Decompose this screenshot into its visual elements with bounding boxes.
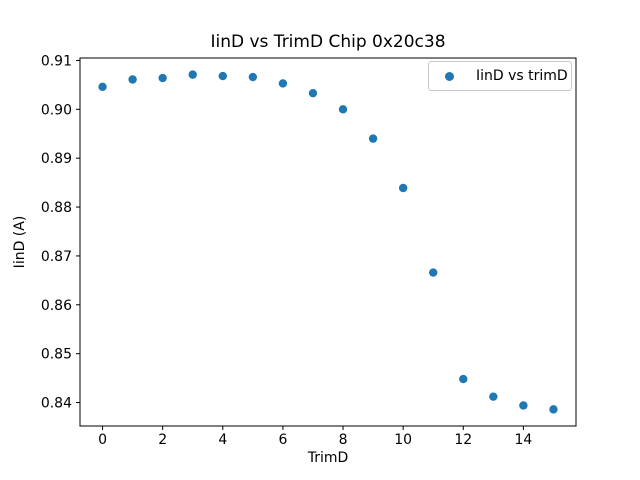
y-axis-label: IinD (A) xyxy=(12,215,28,269)
scatter-point xyxy=(278,79,288,88)
legend-marker-icon xyxy=(445,71,454,81)
x-tick-label: 12 xyxy=(454,432,472,448)
x-tick-label: 10 xyxy=(394,432,412,448)
x-tick-label: 0 xyxy=(98,432,107,448)
scatter-point xyxy=(368,134,378,143)
y-tick-label: 0.91 xyxy=(41,53,72,69)
scatter-point xyxy=(489,392,498,401)
scatter-point xyxy=(158,73,167,83)
x-tick-label: 2 xyxy=(158,432,167,448)
x-tick-label: 4 xyxy=(218,432,227,448)
scatter-point xyxy=(98,82,107,92)
x-tick-label: 6 xyxy=(278,432,287,448)
scatter-point xyxy=(338,105,348,114)
x-tick-label: 8 xyxy=(339,432,348,448)
scatter-point xyxy=(188,70,197,79)
chart-title: IinD vs TrimD Chip 0x20c38 xyxy=(210,32,446,52)
scatter-point xyxy=(429,268,438,277)
scatter-point xyxy=(519,401,528,410)
y-tick-label: 0.89 xyxy=(41,151,72,167)
scatter-point xyxy=(218,71,227,81)
x-tick-label: 14 xyxy=(514,432,532,448)
y-tick-label: 0.87 xyxy=(41,249,72,265)
scatter-point xyxy=(248,72,258,82)
legend-label: IinD vs trimD xyxy=(476,68,568,84)
scatter-point xyxy=(128,75,137,84)
scatter-point xyxy=(459,374,468,384)
y-tick-label: 0.85 xyxy=(41,347,72,363)
scatter-point xyxy=(398,183,408,193)
legend: IinD vs trimD xyxy=(428,61,572,91)
scatter-point xyxy=(549,405,558,414)
y-tick-label: 0.86 xyxy=(41,298,72,314)
x-axis-label: TrimD xyxy=(307,450,349,466)
plot-frame xyxy=(79,57,577,427)
scatter-point xyxy=(308,88,318,98)
y-tick-label: 0.88 xyxy=(41,200,72,216)
y-tick-label: 0.84 xyxy=(41,396,72,412)
y-tick-label: 0.90 xyxy=(41,102,72,118)
